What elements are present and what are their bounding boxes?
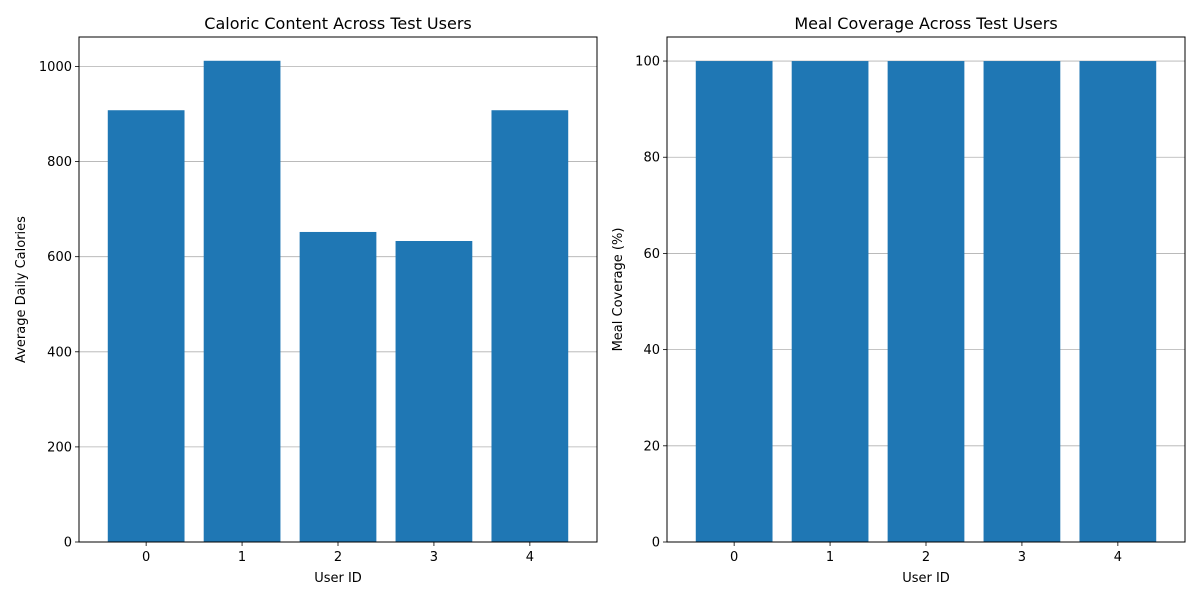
bar (107, 110, 185, 543)
x-axis-label: User ID (314, 571, 362, 586)
y-tick-label: 80 (643, 151, 660, 166)
y-tick-label: 0 (64, 536, 72, 551)
meal-coverage-chart: Meal Coverage Across Test Users 02040608… (611, 14, 1186, 586)
x-tick-label: 0 (730, 550, 738, 565)
bar (1079, 61, 1157, 543)
x-tick-label: 4 (1114, 550, 1122, 565)
bar (299, 231, 377, 542)
y-tick-label: 60 (643, 247, 660, 262)
y-tick-label: 100 (635, 55, 660, 70)
x-tick-label: 3 (1018, 550, 1026, 565)
chart-title: Caloric Content Across Test Users (204, 14, 471, 33)
y-tick-label: 1000 (39, 60, 72, 75)
calories-chart: Caloric Content Across Test Users 020040… (14, 14, 598, 586)
y-tick-label: 0 (652, 536, 660, 551)
bar (203, 60, 281, 543)
y-tick-label: 800 (47, 155, 72, 170)
bar (791, 61, 869, 543)
chart-title: Meal Coverage Across Test Users (794, 14, 1057, 33)
bar (887, 61, 965, 543)
x-tick-label: 2 (922, 550, 930, 565)
x-tick-label: 1 (826, 550, 834, 565)
x-tick-label: 0 (142, 550, 150, 565)
bar (983, 61, 1061, 543)
x-tick-label: 3 (430, 550, 438, 565)
y-tick-label: 20 (643, 439, 660, 454)
bar (395, 240, 473, 542)
x-tick-label: 2 (334, 550, 342, 565)
bar (695, 61, 773, 543)
y-tick-label: 600 (47, 250, 72, 265)
y-axis-label: Meal Coverage (%) (611, 228, 626, 352)
y-tick-label: 40 (643, 343, 660, 358)
x-tick-label: 1 (238, 550, 246, 565)
y-tick-label: 200 (47, 440, 72, 455)
y-tick-label: 400 (47, 345, 72, 360)
y-axis-label: Average Daily Calories (14, 216, 29, 363)
bar (491, 110, 569, 543)
x-tick-label: 4 (526, 550, 534, 565)
x-axis-label: User ID (902, 571, 950, 586)
